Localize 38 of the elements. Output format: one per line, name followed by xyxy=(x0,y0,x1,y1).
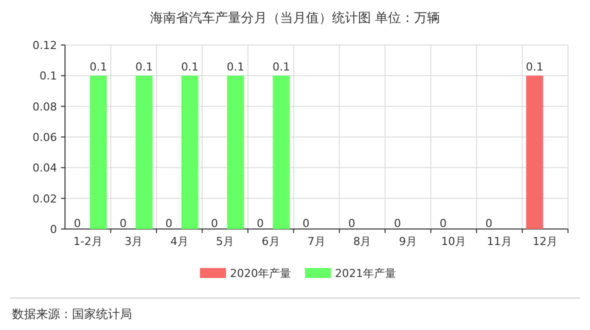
data-label: 0.1 xyxy=(526,60,544,74)
data-label: 0 xyxy=(440,217,447,230)
y-tick-label: 0.04 xyxy=(32,162,57,175)
data-label: 0 xyxy=(256,217,264,230)
y-tick-label: 0.12 xyxy=(32,39,57,52)
x-tick-label: 12月 xyxy=(532,235,558,248)
data-label: 0 xyxy=(211,217,218,230)
x-tick-label: 1-2月 xyxy=(73,235,102,248)
x-tick-label: 8月 xyxy=(353,235,372,248)
data-label: 0 xyxy=(165,217,172,230)
data-label: 0.1 xyxy=(226,60,244,74)
data-label: 0.1 xyxy=(90,60,108,74)
x-tick-label: 6月 xyxy=(262,235,280,248)
data-label: 0.1 xyxy=(181,60,199,74)
y-tick-label: 0 xyxy=(50,223,57,236)
data-label: 0 xyxy=(348,217,356,230)
data-label: 0 xyxy=(485,217,492,230)
x-tick-label: 7月 xyxy=(308,235,326,248)
legend-label: 2021年产量 xyxy=(335,267,396,280)
y-tick-label: 0.02 xyxy=(32,192,57,206)
data-label: 0.1 xyxy=(135,60,153,74)
data-label: 0 xyxy=(394,217,401,230)
data-label: 0 xyxy=(302,217,310,230)
chart-title: 海南省汽车产量分月（当月值）统计图 单位：万辆 xyxy=(150,11,440,26)
data-label: 0 xyxy=(120,217,127,230)
x-tick-label: 3月 xyxy=(124,235,143,248)
x-tick-label: 4月 xyxy=(170,235,188,248)
y-tick-label: 0.06 xyxy=(32,131,57,144)
x-tick-label: 9月 xyxy=(398,235,417,248)
x-tick-label: 5月 xyxy=(216,235,234,248)
y-tick-label: 0.1 xyxy=(40,70,57,83)
y-tick-label: 0.08 xyxy=(32,100,57,114)
data-label: 0.1 xyxy=(272,60,290,74)
x-tick-label: 11月 xyxy=(486,235,512,248)
source-note: 数据来源：国家统计局 xyxy=(12,307,132,321)
data-label: 0 xyxy=(74,217,81,230)
x-tick-label: 10月 xyxy=(441,235,466,248)
legend-label: 2020年产量 xyxy=(230,267,291,280)
